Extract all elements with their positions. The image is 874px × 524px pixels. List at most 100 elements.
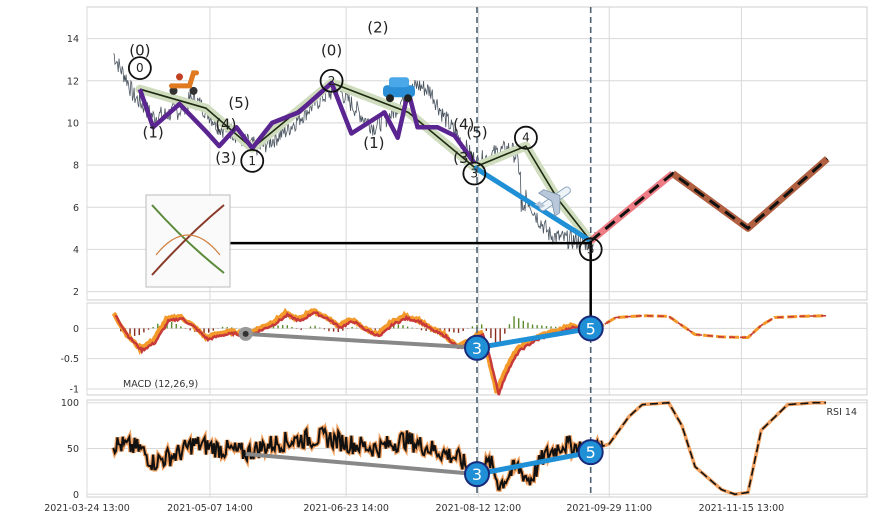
x-tick-label: 2021-06-23 14:00: [303, 503, 389, 514]
wave-circle-label: 4: [522, 131, 530, 145]
macd-histogram-bar: [509, 324, 510, 328]
y-tick-label: 10: [67, 118, 79, 129]
y-tick-label: -1: [70, 384, 79, 395]
macd-histogram-bar: [328, 328, 329, 331]
macd-histogram-bar: [222, 327, 223, 329]
y-tick-label: 12: [67, 76, 79, 87]
macd-histogram-bar: [333, 328, 334, 331]
macd-histogram-bar: [152, 327, 153, 328]
macd-histogram-bar: [351, 327, 352, 328]
macd-histogram-bar: [481, 324, 482, 328]
x-tick-label: 2021-09-29 11:00: [566, 503, 652, 514]
macd-wave-marker-label: 3: [472, 339, 482, 358]
macd-histogram-bar: [536, 325, 537, 328]
macd-histogram-bar: [310, 326, 311, 328]
y-tick-label: 4: [73, 245, 79, 256]
macd-histogram-bar: [449, 328, 450, 331]
macd-histogram-bar: [453, 328, 454, 332]
macd-histogram-bar: [301, 328, 302, 329]
macd-histogram-bar: [287, 325, 288, 328]
y-tick-label: 2: [73, 287, 79, 298]
wave-circle-label: 3: [471, 167, 479, 181]
macd-histogram-bar: [282, 325, 283, 328]
macd-histogram-bar: [402, 325, 403, 328]
macd-histogram-bar: [143, 328, 144, 332]
macd-histogram-bar: [356, 328, 357, 329]
y-tick-label: 14: [67, 34, 79, 45]
wave-circle-label: 2: [328, 74, 336, 88]
macd-histogram-bar: [532, 325, 533, 329]
wave-paren-label: (3): [215, 149, 236, 167]
car-icon: [386, 94, 394, 102]
macd-histogram-bar: [314, 326, 315, 329]
wave-paren-label: (4): [215, 115, 236, 133]
macd-histogram-bar: [412, 328, 413, 329]
macd-histogram-bar: [513, 316, 514, 328]
macd-histogram-bar: [231, 327, 232, 328]
macd-histogram-bar: [398, 324, 399, 328]
macd-histogram-bar: [490, 328, 491, 338]
y-tick-label: 50: [67, 444, 79, 455]
rsi-wave-marker-label: 3: [472, 465, 482, 484]
macd-histogram-bar: [171, 322, 172, 329]
wave-paren-label: (0): [129, 41, 150, 59]
wave-circle-label: 1: [248, 154, 256, 168]
wave-circle-label: 0: [136, 61, 144, 75]
macd-histogram-bar: [226, 327, 227, 328]
macd-histogram-bar: [523, 321, 524, 329]
macd-histogram-bar: [421, 328, 422, 330]
wave-paren-label: (5): [466, 124, 487, 142]
y-tick-label: 0: [73, 490, 79, 501]
y-tick-label: -0.5: [60, 354, 79, 365]
rsi-wave-marker-label: 5: [586, 443, 596, 462]
rsi-label: RSI 14: [826, 407, 857, 418]
macd-histogram-bar: [324, 328, 325, 329]
x-tick-label: 2021-03-24 13:00: [44, 503, 130, 514]
macd-histogram-bar: [541, 326, 542, 329]
macd-histogram-bar: [213, 328, 214, 330]
x-tick-label: 2021-08-12 12:00: [436, 503, 522, 514]
wave-paren-label: (5): [228, 94, 249, 112]
scooter-icon: [176, 73, 183, 80]
macd-histogram-bar: [180, 326, 181, 328]
macd-histogram-bar: [546, 326, 547, 328]
wave-paren-label: (1): [363, 134, 384, 152]
macd-histogram-bar: [425, 328, 426, 331]
y-tick-label: 0: [73, 324, 79, 335]
car-icon: [389, 77, 409, 87]
macd-histogram-bar: [407, 327, 408, 329]
y-tick-label: 100: [61, 398, 79, 409]
wave-circle-label: 5: [587, 242, 595, 256]
y-tick-label: 8: [73, 161, 79, 172]
macd-histogram-bar: [134, 328, 135, 335]
macd-histogram-bar: [555, 327, 556, 329]
macd-histogram-bar: [486, 328, 487, 331]
wave-paren-label: (2): [367, 18, 388, 36]
wave-paren-label: (3): [453, 149, 474, 167]
macd-histogram-bar: [277, 325, 278, 328]
macd-divergence-point: [243, 331, 249, 337]
y-tick-label: 6: [73, 203, 79, 214]
wave-paren-label: (0): [321, 41, 342, 59]
macd-histogram-bar: [458, 328, 459, 332]
macd-histogram-bar: [342, 328, 343, 330]
macd-histogram-bar: [319, 328, 320, 329]
macd-histogram-bar: [550, 326, 551, 328]
macd-histogram-bar: [504, 328, 505, 333]
macd-histogram-bar: [208, 328, 209, 332]
macd-histogram-bar: [291, 327, 292, 328]
wave-paren-label: (1): [142, 124, 163, 142]
macd-histogram-bar: [518, 318, 519, 328]
macd-histogram-bar: [462, 328, 463, 331]
macd-label: MACD (12,26,9): [123, 379, 198, 390]
macd-histogram-bar: [148, 328, 149, 329]
macd-wave-marker-label: 5: [586, 319, 596, 338]
macd-histogram-bar: [176, 324, 177, 328]
x-tick-label: 2021-05-07 14:00: [167, 503, 253, 514]
macd-histogram-bar: [527, 323, 528, 329]
macd-histogram-bar: [472, 326, 473, 328]
macd-histogram-bar: [189, 328, 190, 330]
macd-histogram-bar: [139, 328, 140, 335]
